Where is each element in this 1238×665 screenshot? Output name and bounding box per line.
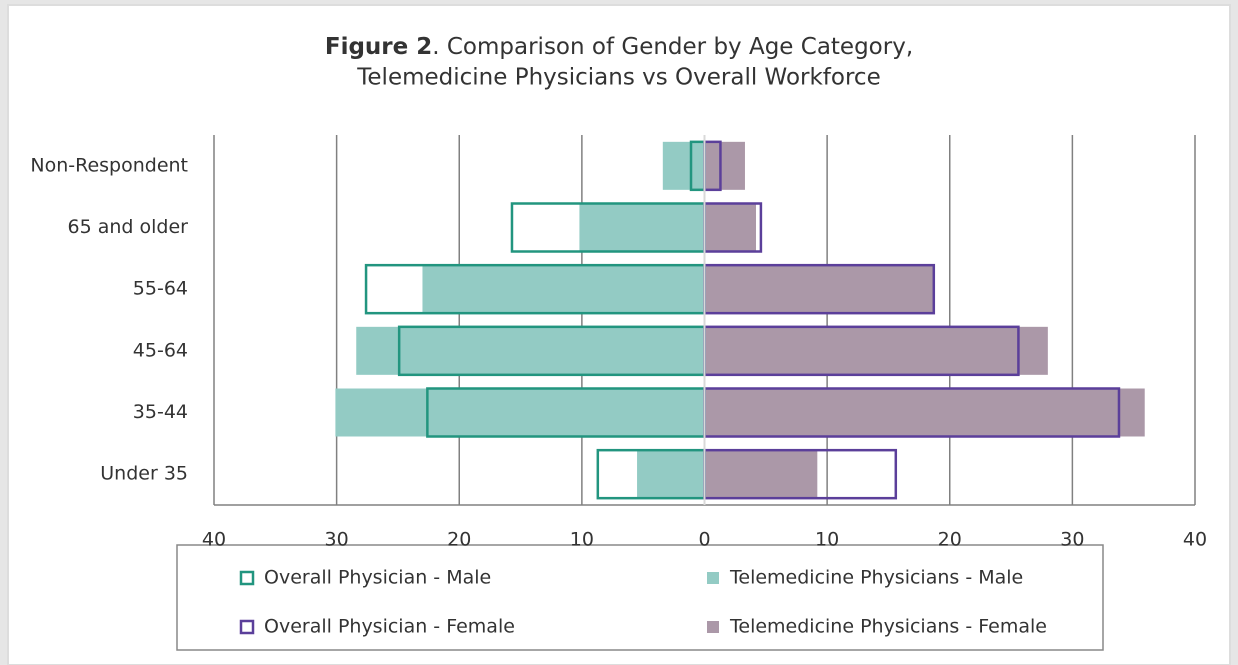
- chart-title: Figure 2. Comparison of Gender by Age Ca…: [325, 34, 913, 60]
- legend-label: Telemedicine Physicians - Female: [729, 616, 1047, 638]
- y-tick-label: 45-64: [133, 339, 188, 361]
- legend-marker: [707, 621, 719, 633]
- bar: [704, 326, 1048, 375]
- title-line: . Comparison of Gender by Age Category,: [432, 34, 913, 60]
- bar: [704, 388, 1145, 437]
- x-tick-label: 30: [325, 529, 349, 551]
- title-label: Figure 2: [325, 34, 432, 60]
- x-tick-label: 20: [938, 529, 962, 551]
- y-tick-label: Under 35: [100, 463, 188, 485]
- legend-marker: [239, 570, 255, 586]
- bar: [704, 141, 745, 190]
- bar: [704, 265, 934, 314]
- y-tick-label: 65 and older: [68, 216, 189, 238]
- legend-marker: [239, 619, 255, 635]
- x-tick-label: 30: [1060, 529, 1084, 551]
- bar: [335, 388, 705, 437]
- legend-marker: [707, 572, 719, 584]
- y-tick-label: 55-64: [133, 278, 188, 300]
- bar: [662, 141, 705, 190]
- legend-label: Telemedicine Physicians - Male: [729, 567, 1023, 589]
- bar: [637, 450, 705, 499]
- bar: [422, 265, 705, 314]
- legend-label: Overall Physician - Female: [264, 616, 515, 638]
- chart-title: Telemedicine Physicians vs Overall Workf…: [356, 65, 880, 91]
- x-tick-label: 20: [447, 529, 471, 551]
- legend-label: Overall Physician - Male: [264, 567, 491, 589]
- bar: [579, 203, 705, 252]
- bar: [704, 203, 757, 252]
- bar: [356, 326, 705, 375]
- x-tick-label: 0: [698, 529, 710, 551]
- x-tick-label: 10: [815, 529, 839, 551]
- y-tick-label: Non-Respondent: [30, 154, 188, 176]
- x-tick-label: 40: [202, 529, 226, 551]
- bar: [704, 450, 818, 499]
- y-tick-label: 35-44: [133, 401, 188, 423]
- x-tick-label: 40: [1183, 529, 1207, 551]
- legend-box: [176, 544, 1104, 651]
- x-tick-label: 10: [570, 529, 594, 551]
